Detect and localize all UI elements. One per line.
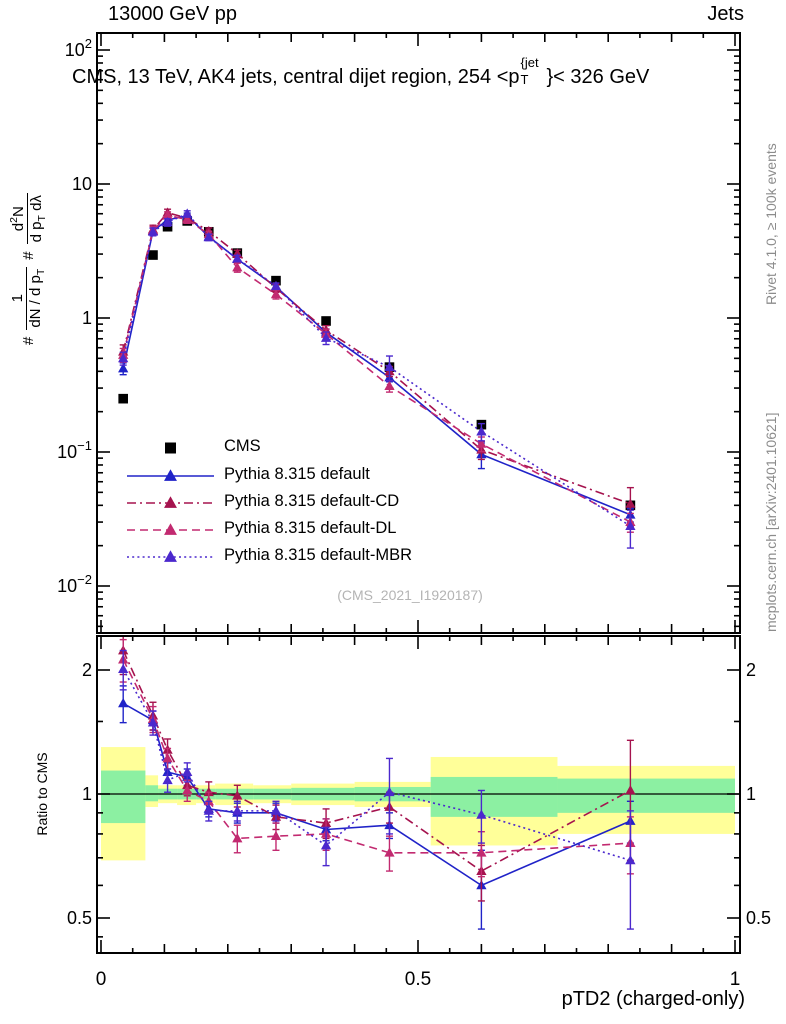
svg-text:1: 1 [730, 969, 741, 990]
hash-symbol-2: # [19, 251, 37, 260]
x-axis-label: pTD2 (charged-only) [561, 988, 745, 1010]
plot-title-tail: }< 326 GeV [546, 66, 650, 88]
plot-title: CMS, 13 TeV, AK4 jets, central dijet reg… [72, 55, 650, 89]
svg-text:0: 0 [96, 969, 107, 990]
rivet-version-credit: Rivet 4.1.0, ≥ 100k events [763, 143, 779, 305]
mcplots-arxiv-credit: mcplots.cern.ch [arXiv:2401.10621] [763, 412, 779, 632]
svg-text:2: 2 [82, 660, 92, 680]
fraction-one-over-dndpt: 1 dN / d pT [8, 266, 48, 330]
svg-text:1: 1 [82, 784, 92, 804]
plot-title-text: CMS, 13 TeV, AK4 jets, central dijet reg… [72, 66, 520, 88]
svg-text:0.5: 0.5 [746, 908, 771, 928]
svg-text:0.5: 0.5 [405, 969, 431, 990]
legend-label-pythia-default-mbr: Pythia 8.315 default-MBR [224, 546, 413, 564]
analysis-id-watermark: (CMS_2021_I1920187) [337, 587, 483, 603]
svg-text:102: 102 [65, 36, 92, 60]
svg-text:2: 2 [746, 660, 756, 680]
pt-jet-stack: {jet T [520, 55, 547, 87]
svg-text:1: 1 [82, 308, 92, 328]
svg-text:10−1: 10−1 [57, 438, 92, 462]
svg-text:1: 1 [746, 784, 756, 804]
beam-energy-label: 13000 GeV pp [108, 3, 237, 25]
analysis-group-label: Jets [707, 3, 744, 25]
legend-label-pythia-default-cd: Pythia 8.315 default-CD [224, 492, 400, 510]
main-y-axis-label: # 1 dN / d pT # d2N d pT dλ [4, 43, 52, 345]
fraction-d2n-over-dptdlambda: d2N d pT dλ [7, 193, 49, 245]
svg-text:10−2: 10−2 [57, 572, 92, 596]
fraction1-numerator: 1 [8, 266, 28, 330]
fraction2-numerator: d2N [7, 193, 29, 245]
svg-text:0.5: 0.5 [67, 908, 92, 928]
ratio-y-axis-label: Ratio to CMS [34, 752, 50, 836]
pt-jet-superscript: {jet [520, 54, 539, 70]
legend-label-pythia-default-dl: Pythia 8.315 default-DL [224, 519, 397, 537]
pt-jet-subscript: T [520, 71, 529, 87]
legend-label-pythia-default: Pythia 8.315 default [224, 465, 370, 483]
svg-text:10: 10 [72, 174, 92, 194]
fraction2-denominator: d pT dλ [28, 195, 49, 243]
hash-symbol-1: # [19, 336, 37, 345]
fraction1-denominator: dN / d pT [27, 268, 48, 328]
legend-label-cms: CMS [224, 437, 261, 455]
